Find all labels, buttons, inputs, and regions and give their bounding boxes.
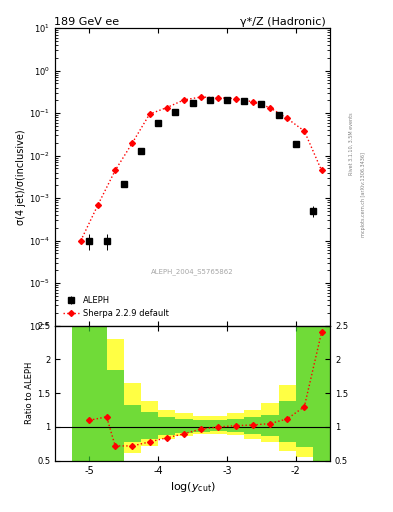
Text: Rivet 3.1.10, 3.5M events: Rivet 3.1.10, 3.5M events [349, 112, 354, 175]
Sherpa 2.2.9 default [216, 95, 221, 101]
Line: Sherpa 2.2.9 default: Sherpa 2.2.9 default [79, 95, 323, 243]
Sherpa 2.2.9 default [79, 238, 83, 244]
Y-axis label: σ(4 jet)/σ(inclusive): σ(4 jet)/σ(inclusive) [16, 129, 26, 225]
Text: mcplots.cern.ch [arXiv:1306.3436]: mcplots.cern.ch [arXiv:1306.3436] [361, 152, 366, 237]
Sherpa 2.2.9 default [147, 111, 152, 117]
Sherpa 2.2.9 default [285, 115, 290, 121]
Text: 189 GeV ee: 189 GeV ee [54, 17, 119, 27]
X-axis label: $\mathrm{log}(y_{\mathrm{cut}})$: $\mathrm{log}(y_{\mathrm{cut}})$ [170, 480, 215, 494]
Sherpa 2.2.9 default [268, 104, 272, 111]
Sherpa 2.2.9 default [164, 104, 169, 111]
Sherpa 2.2.9 default [182, 97, 186, 103]
Sherpa 2.2.9 default [130, 140, 135, 146]
Sherpa 2.2.9 default [95, 202, 100, 208]
Sherpa 2.2.9 default [113, 167, 118, 174]
Sherpa 2.2.9 default [250, 99, 255, 105]
Legend: ALEPH, Sherpa 2.2.9 default: ALEPH, Sherpa 2.2.9 default [59, 292, 173, 322]
Sherpa 2.2.9 default [319, 167, 324, 174]
Text: ALEPH_2004_S5765862: ALEPH_2004_S5765862 [151, 269, 234, 275]
Sherpa 2.2.9 default [233, 96, 238, 102]
Sherpa 2.2.9 default [302, 128, 307, 134]
Sherpa 2.2.9 default [199, 94, 204, 100]
Y-axis label: Ratio to ALEPH: Ratio to ALEPH [25, 362, 34, 424]
Text: γ*/Z (Hadronic): γ*/Z (Hadronic) [240, 17, 326, 27]
